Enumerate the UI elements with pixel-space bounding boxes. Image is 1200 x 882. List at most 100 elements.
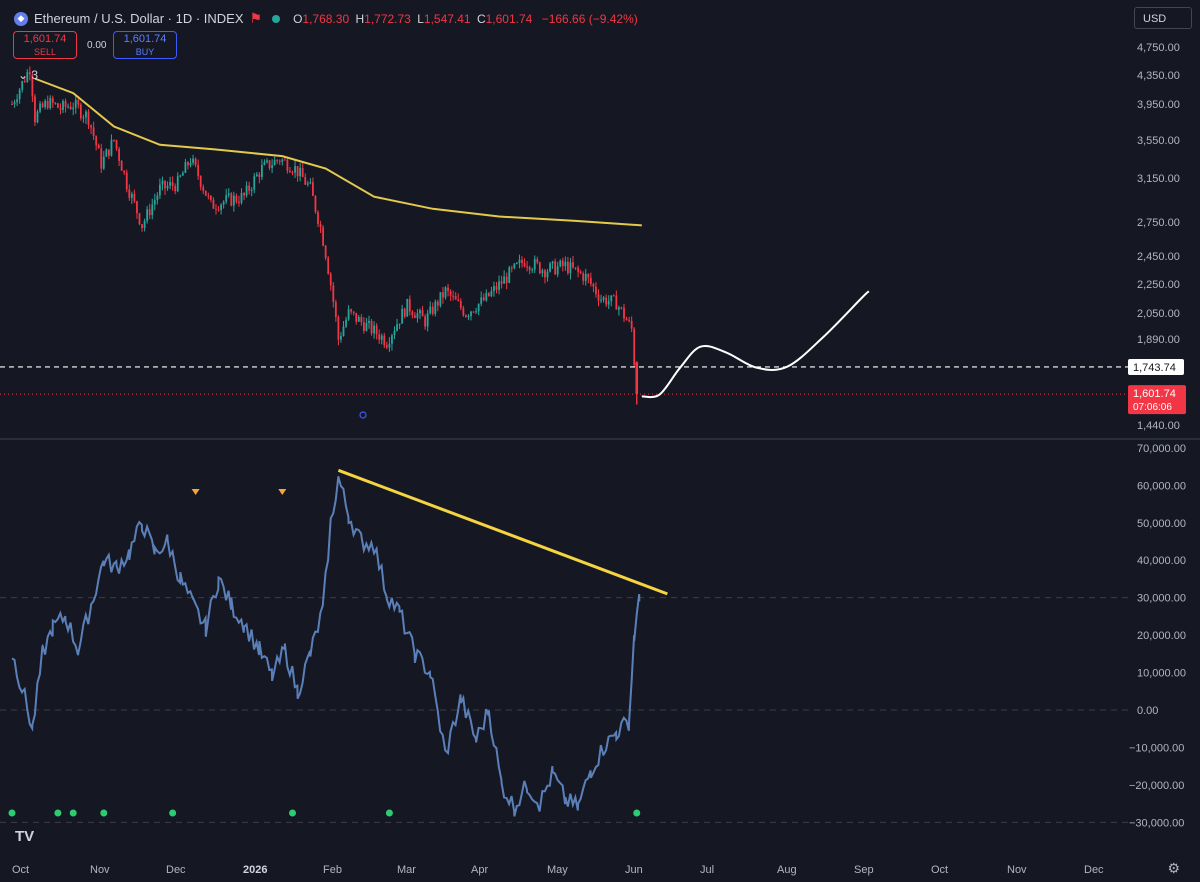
candle-body <box>138 213 141 225</box>
triangle-marker[interactable] <box>191 489 200 495</box>
candle-body <box>72 107 75 110</box>
candle-body <box>363 322 365 331</box>
candle-body <box>317 211 319 225</box>
candle-body <box>475 311 477 313</box>
time-tick-label: Jul <box>700 864 714 876</box>
candle-body <box>383 335 386 346</box>
candle-body <box>582 273 585 281</box>
candle-body <box>39 103 41 112</box>
candle-body <box>416 313 419 318</box>
price-tick-label: 3,150.00 <box>1137 173 1180 185</box>
candle-body <box>332 285 335 302</box>
candle-body <box>480 297 483 304</box>
candle-body <box>490 291 493 297</box>
tradingview-logo[interactable]: TV <box>15 828 35 845</box>
osc-tick-label: 50,000.00 <box>1137 518 1186 530</box>
candle-body <box>133 193 136 202</box>
candle-body <box>577 267 579 272</box>
candlestick-series <box>11 66 639 405</box>
candle-body <box>347 309 350 320</box>
candle-body <box>266 160 268 163</box>
candle-body <box>253 176 256 190</box>
candle-body <box>62 101 64 110</box>
candle-body <box>312 182 314 196</box>
dot-marker[interactable] <box>633 809 641 817</box>
candle-body <box>370 320 373 334</box>
candle-body <box>345 319 347 327</box>
candle-body <box>276 160 279 162</box>
candle-body <box>299 168 302 177</box>
candle-body <box>457 299 460 301</box>
candle-body <box>393 330 396 336</box>
candle-body <box>334 301 337 317</box>
candle-body <box>164 180 166 189</box>
indicators-toggle[interactable]: ⌄ 3 <box>18 68 39 82</box>
dot-marker[interactable] <box>54 809 62 817</box>
candle-body <box>148 209 151 216</box>
candle-body <box>67 106 69 108</box>
gear-icon[interactable]: ⚙ <box>1167 860 1180 876</box>
level-tag[interactable] <box>1128 358 1184 375</box>
dot-marker[interactable] <box>8 809 16 817</box>
candle-body <box>225 195 228 202</box>
candle-body <box>452 295 455 297</box>
dot-marker[interactable] <box>289 809 296 817</box>
flag-icon[interactable]: ⚑ <box>249 10 263 26</box>
time-tick-label: Dec <box>166 864 186 876</box>
candle-body <box>207 195 210 197</box>
currency-selector[interactable]: USD <box>1134 7 1192 29</box>
candle-body <box>13 102 16 105</box>
event-marker-circle[interactable] <box>359 411 367 419</box>
price-tick-label: 4,750.00 <box>1137 42 1180 54</box>
dot-marker[interactable] <box>169 809 177 817</box>
candle-body <box>161 180 164 185</box>
time-tick-label: May <box>547 864 568 876</box>
candle-body <box>44 100 47 108</box>
projection-curve[interactable] <box>641 290 870 399</box>
candle-body <box>388 343 391 348</box>
candle-body <box>217 209 220 211</box>
candle-body <box>314 195 317 212</box>
candle-body <box>352 311 355 313</box>
candle-body <box>561 260 564 267</box>
candle-body <box>273 160 276 166</box>
signal-markers <box>8 489 641 817</box>
candle-body <box>485 292 488 301</box>
candle-body <box>559 260 562 267</box>
candle-body <box>554 261 557 275</box>
candle-body <box>296 166 299 177</box>
candle-body <box>340 335 342 340</box>
triangle-marker[interactable] <box>278 489 287 495</box>
candle-body <box>546 271 549 278</box>
candle-body <box>64 101 67 107</box>
candle-body <box>406 298 409 317</box>
candle-body <box>375 325 378 335</box>
candle-body <box>232 195 235 206</box>
dot-marker[interactable] <box>69 809 77 817</box>
sell-button[interactable]: 1,601.74 SELL <box>13 31 77 59</box>
candle-body <box>385 345 388 348</box>
candle-body <box>442 292 444 298</box>
candle-body <box>618 307 620 310</box>
candle-body <box>444 287 447 298</box>
symbol-title[interactable]: Ethereum / U.S. Dollar · 1D · INDEX <box>34 11 244 26</box>
candle-body <box>579 271 582 274</box>
candle-body <box>459 300 462 308</box>
candle-body <box>171 182 174 186</box>
candle-body <box>156 195 159 200</box>
candle-body <box>516 262 518 264</box>
last-price-tag[interactable] <box>1128 385 1186 415</box>
candle-body <box>125 172 128 190</box>
buy-button[interactable]: 1,601.74 BUY <box>113 31 177 59</box>
dot-marker[interactable] <box>385 809 393 817</box>
candle-body <box>261 164 263 178</box>
candle-body <box>57 103 59 108</box>
candle-body <box>151 204 154 216</box>
candle-body <box>77 99 80 105</box>
last-candle-body <box>635 362 639 395</box>
trendline[interactable] <box>337 468 668 596</box>
last-price-tag-label: 1,601.74 <box>1133 388 1176 400</box>
dot-marker[interactable] <box>100 809 108 817</box>
candle-body <box>398 323 401 325</box>
